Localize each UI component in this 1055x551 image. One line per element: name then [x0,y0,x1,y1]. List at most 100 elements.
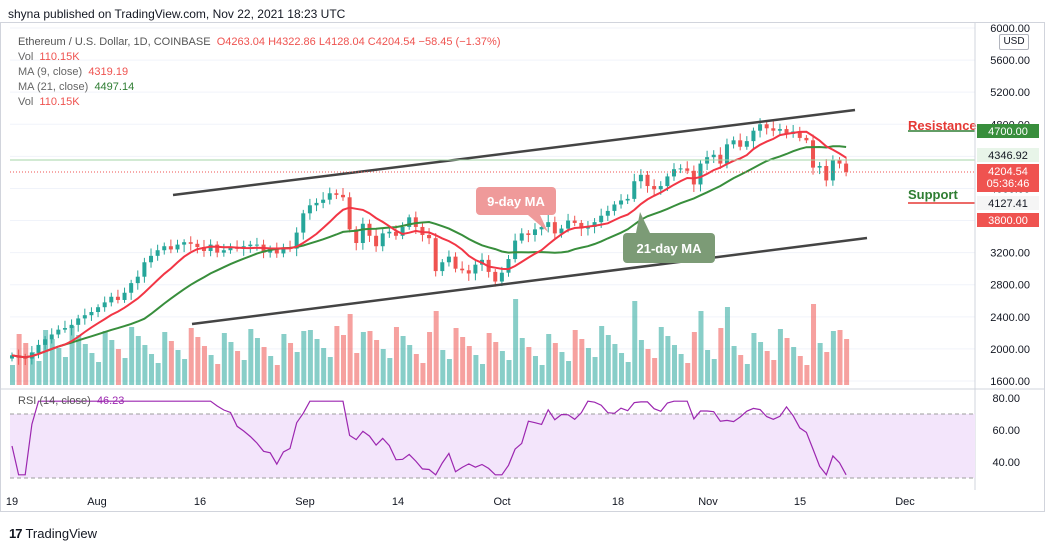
volume-bar [367,331,373,385]
ma21-label: MA (21, close) [18,81,89,93]
last-price-tag [977,164,1039,192]
volume-bar [228,342,234,385]
candle-body [473,264,478,274]
rsi-tick-label: 40.00 [992,457,1020,469]
candle-body [658,186,663,190]
y-tick-label: 6000.00 [990,23,1030,35]
candle-body [301,213,306,233]
upper-trendline [172,108,856,197]
candle-body [632,181,637,199]
vol-label: Vol [18,51,34,63]
volume-bar [460,337,466,385]
candle-body [546,222,551,227]
volume-bar [724,307,730,385]
volume-bar [43,330,49,385]
volume-bar [572,330,578,385]
volume-bar [102,331,108,385]
y-tick-label: 2400.00 [990,312,1030,324]
volume-bar [579,339,585,385]
candle-body [830,160,835,181]
volume-bar [248,329,254,385]
volume-bar [758,342,764,385]
candle-body [162,246,167,251]
volume-bar [566,361,572,385]
vol-value: 110.15K [39,51,80,63]
resistance-label: Resistance [908,118,977,133]
brand-name: TradingView [25,526,98,541]
candle-body [579,222,584,229]
candle-body [513,240,518,260]
candle-body [566,220,571,229]
candle-body [314,202,319,206]
candle-body [254,244,259,246]
candle-body [76,318,81,325]
candle-body [393,231,398,236]
candle-body [758,124,763,131]
candle-body [354,229,359,244]
candle-body [380,233,385,247]
volume-bar [711,359,717,385]
candle-body [321,199,326,203]
volume-bar [155,363,161,385]
volume-bar [96,362,102,385]
candle-body [182,242,187,245]
candle-body [10,355,14,359]
volume-bar [142,345,148,385]
volume-bar [738,355,744,385]
volume-bar [427,332,433,385]
x-tick-label: Aug [87,496,107,508]
volume-bar [612,344,618,385]
candle-body [102,302,107,308]
volume-bar [215,364,221,385]
volume-bar [162,332,168,385]
publisher-line: shyna published on TradingView.com, Nov … [8,7,346,21]
ma21-callout-label: 21-day MA [636,241,702,256]
candle-body [493,271,498,282]
candle-body [797,131,802,138]
candle-body [466,270,471,274]
volume-bar [413,354,419,385]
symbol-label: Ethereum / U.S. Dollar, 1D, COINBASE [18,36,211,48]
ohlc-values: O4263.04 H4322.86 L4128.04 C4204.54 −58.… [216,36,501,48]
candle-body [672,169,676,177]
rsi-band [10,414,975,478]
rsi-line [11,400,847,477]
volume-bar [420,363,426,385]
volume-bar [122,358,128,385]
candle-body [109,296,114,303]
candle-body [188,242,193,244]
volume-bar [400,336,406,385]
candle-body [625,198,630,201]
x-tick-label: 18 [612,496,624,508]
y-tick-label: 2000.00 [990,344,1030,356]
volume-bar [784,338,790,385]
rsi-value: 46.23 [96,395,125,407]
candle-body [96,307,101,313]
x-tick-label: 19 [6,496,18,508]
support-tag-text: 3800.00 [988,215,1028,227]
volume-bar [347,314,353,385]
volume-bar [830,331,836,385]
rsi-tick-label: 60.00 [992,425,1020,437]
candle-body [817,165,822,168]
volume-bar [764,351,770,385]
volume-bar [539,365,545,385]
currency-button[interactable]: USD [999,34,1029,50]
footer-brand[interactable]: 17 TradingView [9,526,97,541]
candle-body [453,256,458,269]
x-tick-label: 14 [392,496,404,508]
candle-body [685,168,690,171]
candle-body [519,233,524,241]
volume-bar [274,365,280,385]
volume-bar [665,336,671,385]
ma9-line [11,130,847,359]
candle-body [49,334,54,340]
volume-bar [254,338,260,385]
candle-body [23,357,28,359]
candle-body [142,262,147,277]
candle-body [837,160,842,164]
y-tick-label: 3200.00 [990,248,1030,260]
candle-body [427,234,432,239]
support-tag [977,213,1039,227]
